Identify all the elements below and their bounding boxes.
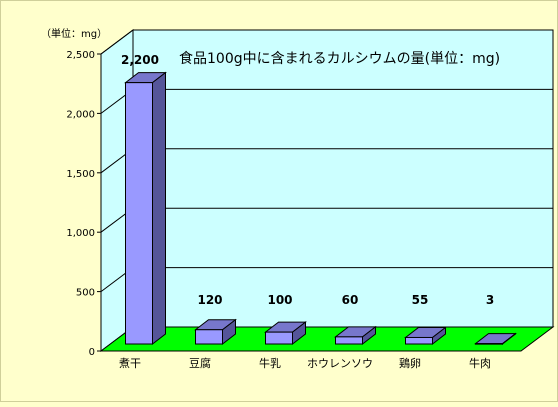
y-tick-label: 500 [76, 288, 95, 299]
y-tick-label: 2,500 [66, 50, 95, 61]
y-tick-label: 0 [89, 347, 95, 358]
bar [195, 329, 223, 345]
data-label: 2,200 [121, 53, 159, 67]
data-label: 120 [197, 293, 222, 307]
labels: 0 500 1,000 1,500 2,000 2,500 2,200 煮干 120 豆腐 100 牛… [66, 50, 494, 370]
chart-title: 食品100g中に含まれるカルシウムの量(単位：mg) [179, 50, 500, 67]
data-label: 60 [342, 293, 359, 307]
bar [475, 343, 503, 345]
y-axis-label: （単位：mg） [41, 27, 107, 40]
data-label: 55 [412, 293, 429, 307]
data-label: 100 [267, 293, 292, 307]
x-tick-label: 鶏卵 [399, 356, 421, 370]
x-tick-label: 煮干 [119, 357, 141, 370]
y-tick-label: 1,000 [66, 228, 95, 239]
data-label: 3 [486, 293, 494, 307]
y-tick-label: 2,000 [66, 109, 95, 120]
y-tick-label: 1,500 [66, 169, 95, 180]
gridline [100, 29, 553, 55]
x-tick-label: 牛肉 [469, 356, 491, 370]
bar [405, 336, 433, 345]
bar-side [152, 71, 166, 346]
bar [125, 82, 153, 345]
bar [335, 336, 363, 345]
back-wall [132, 29, 554, 328]
x-tick-label: ホウレンソウ [307, 357, 373, 370]
x-tick-label: 豆腐 [189, 356, 211, 370]
x-tick-label: 牛乳 [259, 356, 281, 370]
bar [265, 331, 293, 345]
bars [124, 71, 517, 346]
